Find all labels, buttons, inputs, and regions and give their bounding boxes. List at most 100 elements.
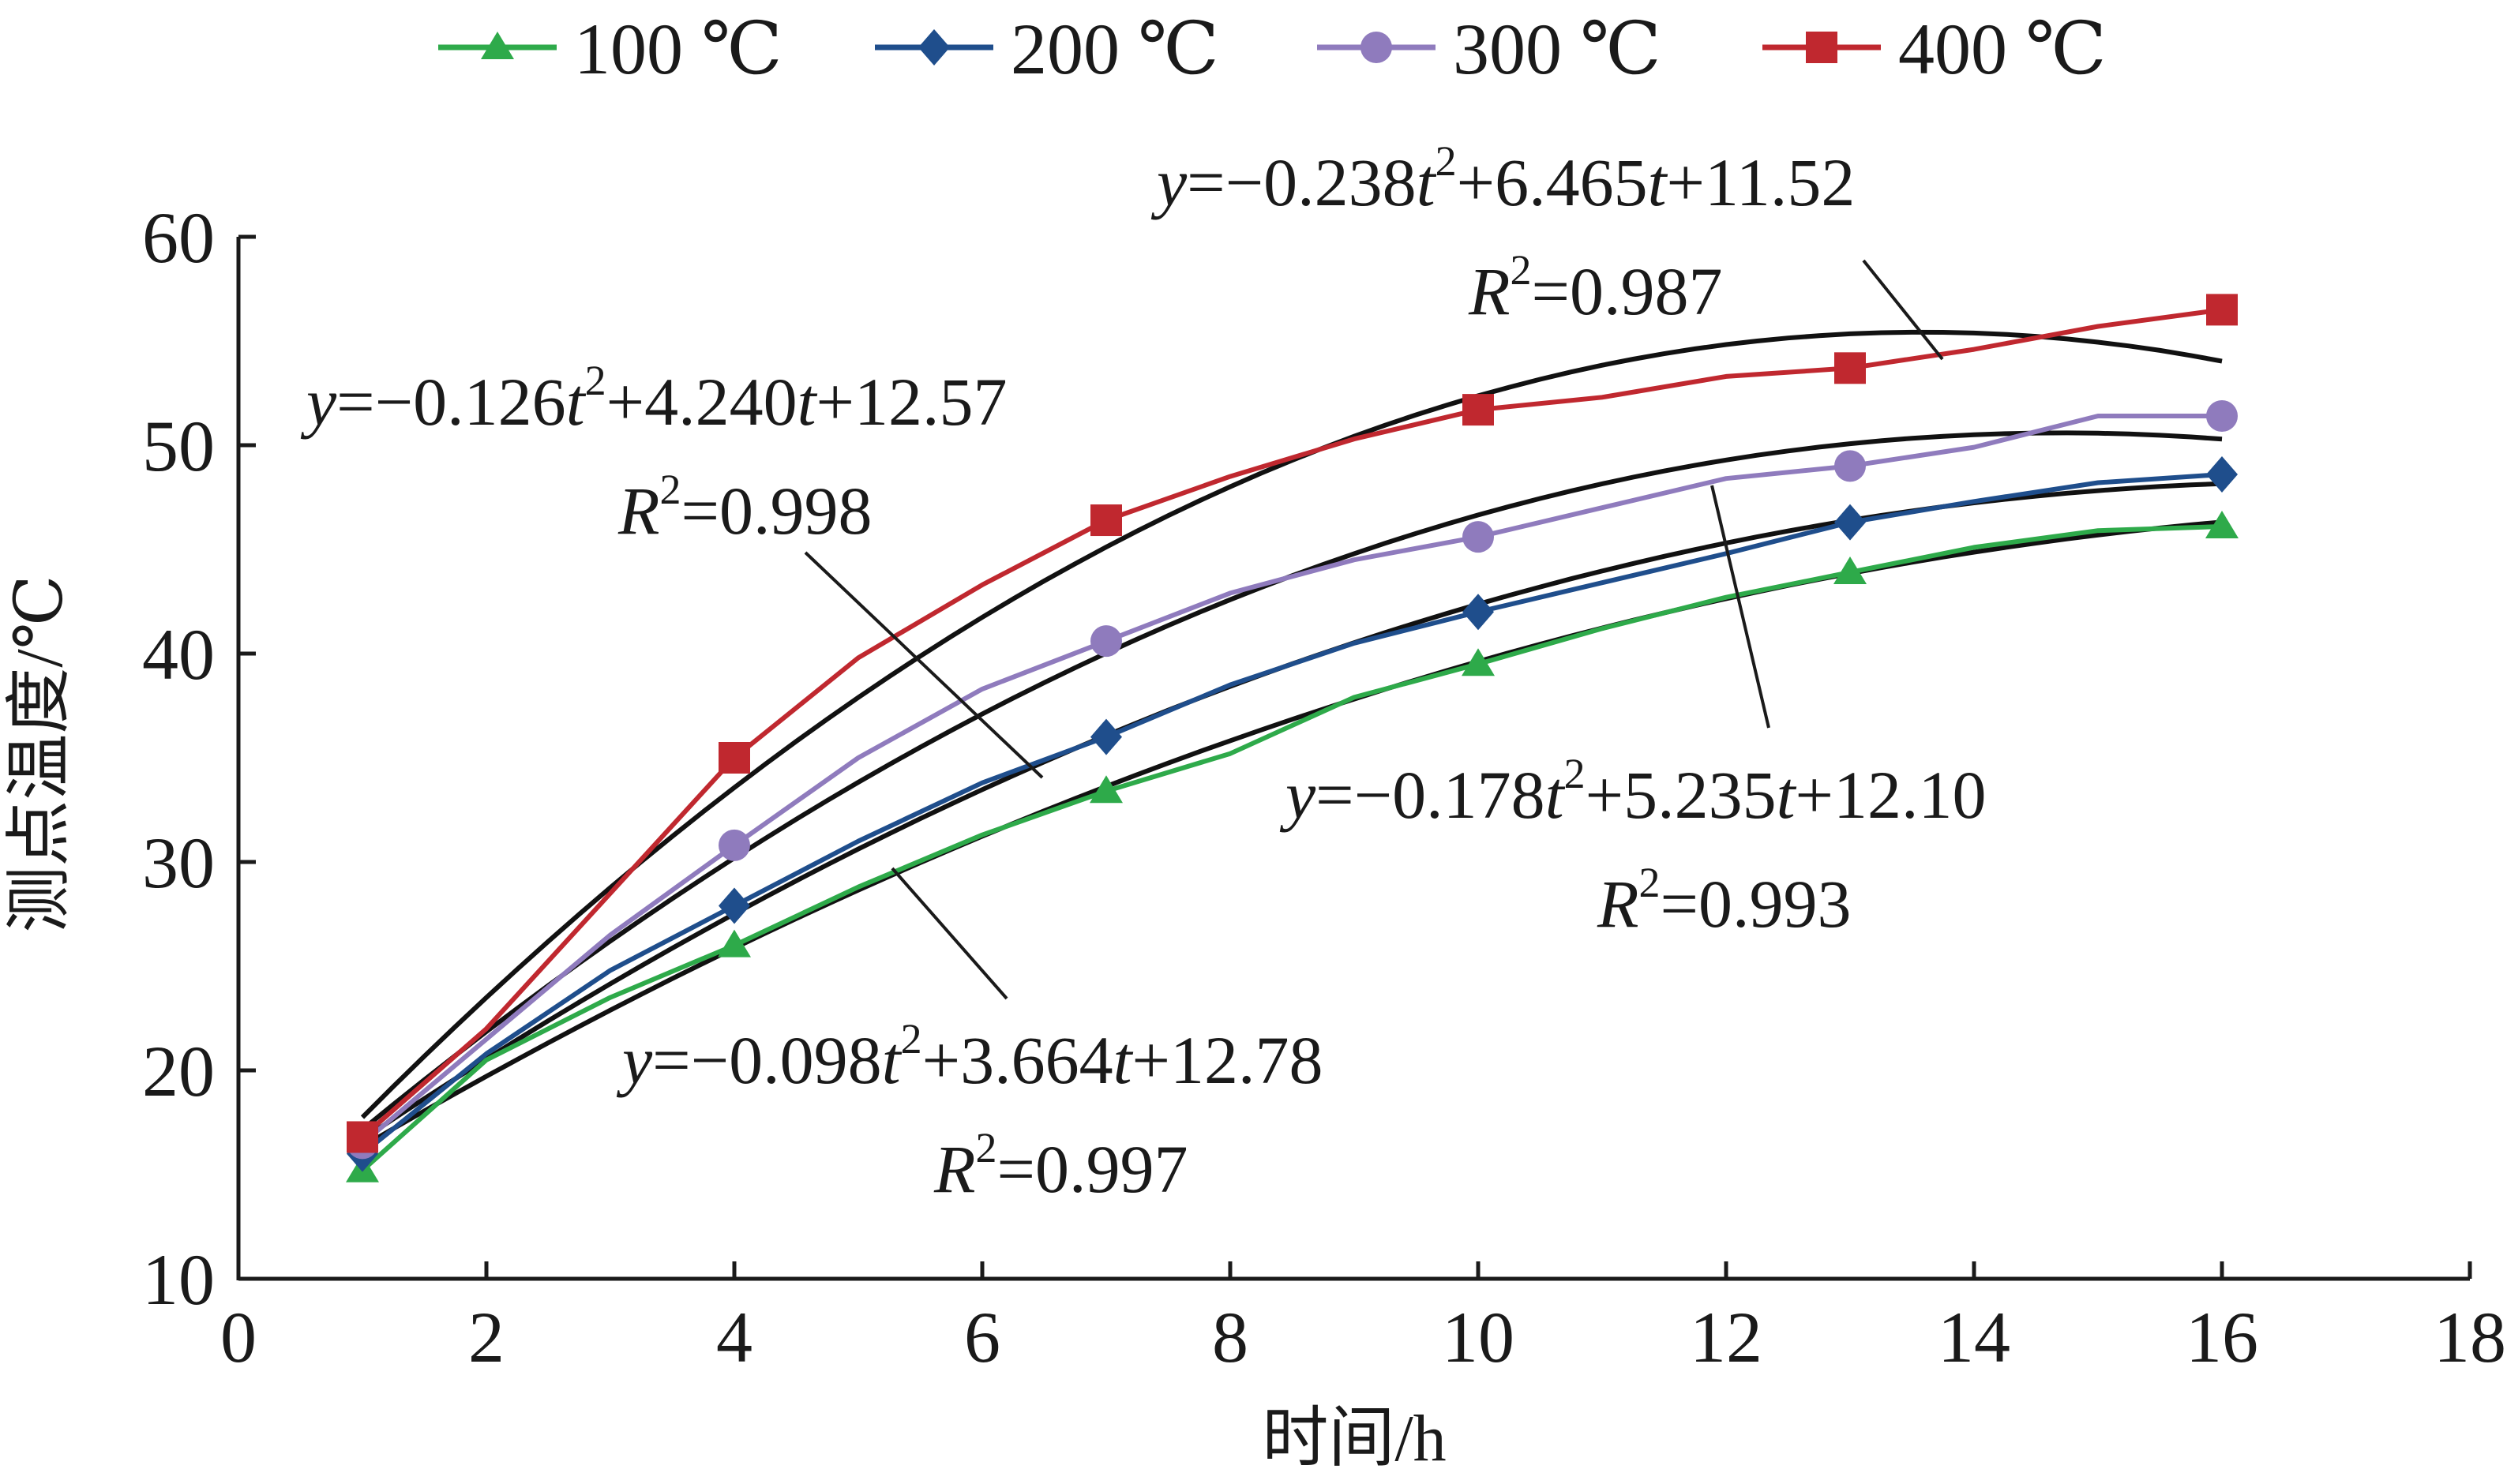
fit-equation-2-part-5: t (1777, 757, 1797, 833)
fit-equation-3-part-4: +3.664 (922, 1022, 1113, 1098)
series-2-point-7 (1090, 625, 1122, 658)
series-line-2 (361, 414, 2222, 1145)
fit-curve-3 (361, 519, 2223, 1149)
y-tick-label-50: 50 (142, 406, 215, 486)
data-series (346, 294, 2239, 1182)
series-2-point-10 (1462, 521, 1494, 553)
series-0-point-10 (1462, 648, 1495, 676)
series-0-point-13 (1833, 556, 1867, 585)
fit-r2-3-part-2: =0.997 (997, 1131, 1188, 1207)
series-1-point-16 (2206, 455, 2238, 493)
legend-label-3: 400 ℃ (1898, 9, 2107, 89)
fit-r2-2: R2=0.993 (1597, 859, 1852, 942)
legend-label-0: 100 ℃ (574, 9, 782, 89)
fit-equation-3-part-5: t (1113, 1022, 1134, 1098)
fit-curve-0 (360, 329, 2223, 1119)
fit-r2-0-part-2: =0.987 (1532, 253, 1723, 329)
series-0-point-7 (1090, 775, 1123, 804)
x-tick-label-18: 18 (2434, 1297, 2506, 1377)
fit-r2-1-part-0: R (617, 473, 660, 549)
fit-equation-1-part-1: =−0.126 (336, 364, 566, 440)
series-1-point-4 (719, 887, 750, 924)
fit-equation-3-part-1: =−0.098 (652, 1022, 882, 1098)
fit-equation-1-part-2: t (566, 364, 587, 440)
fit-equation-1-part-3: 2 (585, 357, 606, 404)
x-tick-label-12: 12 (1690, 1297, 1762, 1377)
series-line-3 (361, 307, 2223, 1139)
fit-equation-0-part-6: +11.52 (1667, 144, 1856, 220)
fit-equation-0: y=−0.238t2+6.465t+11.52 (1150, 137, 1855, 220)
series-3-point-4 (719, 742, 750, 774)
y-tick-label-30: 30 (142, 823, 215, 903)
series-line-0 (361, 524, 2223, 1172)
y-tick-label-10: 10 (142, 1239, 215, 1320)
x-tick-label-2: 2 (468, 1297, 505, 1377)
fit-equation-1-part-5: t (798, 364, 818, 440)
y-axis-title: 测点温度/℃ (3, 575, 77, 932)
axes (236, 237, 2470, 1281)
series-0-point-4 (718, 929, 751, 957)
fit-equation-2: y=−0.178t2+5.235t+12.10 (1279, 750, 1987, 833)
series-2-point-16 (2206, 400, 2238, 433)
series-3-point-13 (1834, 352, 1866, 384)
fit-r2-2-part-1: 2 (1639, 859, 1661, 906)
x-tick-label-4: 4 (716, 1297, 752, 1377)
fit-r2-1-part-2: =0.998 (681, 473, 873, 549)
fit-r2-2-part-2: =0.993 (1661, 866, 1852, 942)
fit-r2-1: R2=0.998 (617, 466, 873, 549)
fit-equation-2-part-0: y (1279, 757, 1316, 833)
y-tick-label-40: 40 (142, 614, 215, 695)
fit-equation-2-part-6: +12.10 (1796, 757, 1987, 833)
fit-equation-1-part-6: +12.57 (816, 364, 1008, 440)
series-1-point-13 (1834, 504, 1866, 541)
fit-r2-3: R2=0.997 (933, 1124, 1188, 1207)
series-0-point-16 (2205, 510, 2239, 538)
x-tick-label-6: 6 (964, 1297, 1000, 1377)
fit-r2-2-part-0: R (1597, 866, 1639, 942)
fit-equation-1-part-0: y (300, 364, 337, 440)
series-3-point-1 (347, 1121, 378, 1153)
legend-marker-1 (918, 29, 950, 66)
fit-r2-0-part-1: 2 (1511, 246, 1532, 294)
y-tick-label-60: 60 (142, 197, 215, 278)
legend-label-2: 300 ℃ (1453, 9, 1661, 89)
fit-equation-3-part-2: t (882, 1022, 903, 1098)
series-3-point-7 (1090, 504, 1122, 537)
fit-equation-1: y=−0.126t2+4.240t+12.57 (300, 357, 1008, 440)
leader-line-2 (1710, 485, 1770, 729)
fit-equation-3-part-3: 2 (901, 1015, 922, 1062)
fit-equation-0-part-0: y (1150, 144, 1188, 220)
x-tick-label-14: 14 (1938, 1297, 2010, 1377)
series-2-point-4 (719, 829, 750, 861)
fit-equation-2-part-1: =−0.178 (1315, 757, 1545, 833)
fit-r2-0-part-0: R (1468, 253, 1511, 329)
fit-equation-3: y=−0.098t2+3.664t+12.78 (616, 1015, 1323, 1098)
fit-equation-2-part-3: 2 (1564, 750, 1586, 797)
fit-equation-3-part-0: y (616, 1022, 653, 1098)
x-tick-label-8: 8 (1212, 1297, 1248, 1377)
fit-equation-1-part-4: +4.240 (606, 364, 798, 440)
legend-marker-2 (1360, 32, 1392, 63)
series-3-point-10 (1462, 394, 1494, 426)
fit-r2-1-part-1: 2 (660, 466, 681, 513)
x-tick-label-10: 10 (1442, 1297, 1514, 1377)
x-axis-title: 时间/h (1262, 1402, 1446, 1475)
series-3-point-16 (2206, 294, 2238, 326)
x-tick-label-0: 0 (220, 1297, 257, 1377)
series-line-1 (361, 472, 2223, 1156)
fit-annotations: y=−0.238t2+6.465t+11.52R2=0.987y=−0.126t… (300, 137, 1987, 1207)
leader-line-0 (1862, 259, 1944, 361)
fit-equation-3-part-6: +12.78 (1132, 1022, 1323, 1098)
leader-line-1 (804, 551, 1044, 779)
fit-equation-2-part-4: +5.235 (1586, 757, 1777, 833)
fit-equation-2-part-2: t (1545, 757, 1566, 833)
legend: 100 ℃ 200 ℃ 300 ℃ 400 ℃ (438, 9, 2107, 89)
series-1-point-7 (1090, 718, 1122, 755)
fit-equation-0-part-4: +6.465 (1457, 144, 1648, 220)
tick-marks: 0 2 4 6 8 10 12 14 16 18 10 20 30 40 50 60 (142, 197, 2506, 1377)
fit-equation-0-part-2: t (1417, 144, 1437, 220)
legend-label-1: 200 ℃ (1011, 9, 1219, 89)
series-3 (347, 294, 2238, 1153)
legend-marker-3 (1806, 32, 1837, 63)
